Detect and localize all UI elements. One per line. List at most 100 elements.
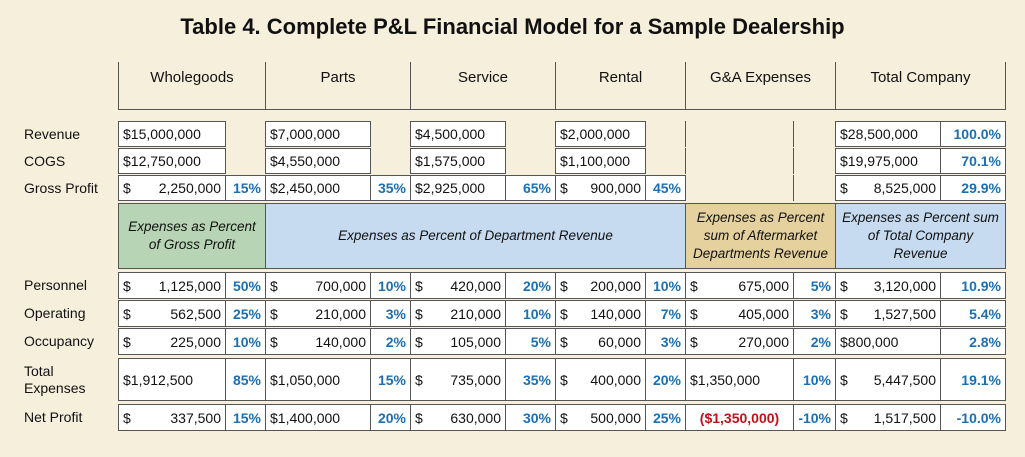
percent-cell: 30% bbox=[505, 404, 556, 431]
column-header: G&A Expenses bbox=[685, 62, 836, 110]
percent-cell: 10% bbox=[793, 358, 836, 401]
empty-cell bbox=[505, 148, 556, 174]
percent-cell: 15% bbox=[225, 175, 266, 201]
percent-cell: 2% bbox=[793, 328, 836, 355]
empty-cell bbox=[793, 175, 836, 201]
value-cell: $ 900,000 bbox=[555, 175, 646, 201]
percent-cell: 10% bbox=[505, 300, 556, 327]
value-text: $1,912,500 bbox=[123, 371, 194, 388]
value-cell: $2,450,000 bbox=[265, 175, 371, 201]
value-text: $ 405,000 bbox=[690, 305, 789, 322]
value-cell: $ 337,500 bbox=[118, 404, 226, 431]
value-text: $ 1,527,500 bbox=[840, 305, 936, 322]
percent-cell: 10.9% bbox=[940, 272, 1006, 299]
empty-cell bbox=[685, 148, 794, 174]
value-text: $2,450,000 bbox=[270, 180, 341, 196]
value-text: $ 1,517,500 bbox=[840, 409, 936, 426]
value-cell: $ 400,000 bbox=[555, 358, 646, 401]
percent-cell: 2.8% bbox=[940, 328, 1006, 355]
percent-cell: -10% bbox=[793, 404, 836, 431]
percent-cell: 3% bbox=[645, 328, 686, 355]
value-text: $ 200,000 bbox=[560, 277, 641, 294]
empty-cell bbox=[225, 148, 266, 174]
percent-cell: 45% bbox=[645, 175, 686, 201]
value-text: $ 630,000 bbox=[415, 409, 501, 426]
column-header: Parts bbox=[265, 62, 411, 110]
value-text: $ 2,250,000 bbox=[123, 180, 221, 196]
value-text: $ 1,125,000 bbox=[123, 277, 221, 294]
value-cell: $ 140,000 bbox=[555, 300, 646, 327]
value-cell: $28,500,000 bbox=[835, 121, 941, 147]
percent-cell: 20% bbox=[370, 404, 411, 431]
percent-cell: 2% bbox=[370, 328, 411, 355]
value-cell: $ 500,000 bbox=[555, 404, 646, 431]
value-cell: $ 675,000 bbox=[685, 272, 794, 299]
percent-cell: 10% bbox=[645, 272, 686, 299]
value-cell: $1,050,000 bbox=[265, 358, 371, 401]
column-header: Rental bbox=[555, 62, 686, 110]
value-cell: $ 5,447,500 bbox=[835, 358, 941, 401]
row-label: Net Profit bbox=[24, 409, 83, 425]
percent-cell: 15% bbox=[370, 358, 411, 401]
value-text: $ 500,000 bbox=[560, 409, 641, 426]
value-text: $1,400,000 bbox=[270, 409, 341, 426]
empty-cell bbox=[370, 121, 411, 147]
column-header: Wholegoods bbox=[118, 62, 266, 110]
band-cell: Expenses as Percent of Gross Profit bbox=[118, 203, 266, 269]
value-cell: $1,575,000 bbox=[410, 148, 506, 174]
value-text: $ 900,000 bbox=[560, 180, 641, 196]
percent-cell: 5.4% bbox=[940, 300, 1006, 327]
value-cell: $2,925,000 bbox=[410, 175, 506, 201]
value-text: $ 225,000 bbox=[123, 333, 221, 350]
band-cell: Expenses as Percent sum of Total Company… bbox=[835, 203, 1006, 269]
percent-cell: 5% bbox=[793, 272, 836, 299]
value-cell: $ 60,000 bbox=[555, 328, 646, 355]
value-cell: $15,000,000 bbox=[118, 121, 226, 147]
value-cell: $19,975,000 bbox=[835, 148, 941, 174]
percent-cell: 3% bbox=[370, 300, 411, 327]
value-cell: $7,000,000 bbox=[265, 121, 371, 147]
value-text: $ 3,120,000 bbox=[840, 277, 936, 294]
value-text: $1,100,000 bbox=[560, 153, 631, 169]
value-cell: $ 8,525,000 bbox=[835, 175, 941, 201]
value-cell: $ 2,250,000 bbox=[118, 175, 226, 201]
value-text: $2,000,000 bbox=[560, 126, 631, 142]
row-label: Personnel bbox=[24, 277, 88, 293]
value-text: $ 210,000 bbox=[270, 305, 366, 322]
value-text: $ 675,000 bbox=[690, 277, 789, 294]
row-label: Total Expenses bbox=[24, 362, 86, 396]
row-label: Gross Profit bbox=[24, 179, 98, 196]
empty-cell bbox=[225, 121, 266, 147]
value-cell: $ 420,000 bbox=[410, 272, 506, 299]
row-label: Revenue bbox=[24, 125, 81, 142]
empty-cell bbox=[793, 148, 836, 174]
value-text: $ 140,000 bbox=[560, 305, 641, 322]
value-cell: $ 105,000 bbox=[410, 328, 506, 355]
value-text: $800,000 bbox=[840, 333, 899, 350]
value-cell: $ 3,120,000 bbox=[835, 272, 941, 299]
value-cell: $ 270,000 bbox=[685, 328, 794, 355]
percent-cell: 3% bbox=[793, 300, 836, 327]
row-label: COGS bbox=[24, 152, 66, 169]
value-text: $ 105,000 bbox=[415, 333, 501, 350]
value-cell: $12,750,000 bbox=[118, 148, 226, 174]
value-text: $ 420,000 bbox=[415, 277, 501, 294]
value-text: $ 210,000 bbox=[415, 305, 501, 322]
value-text: $1,575,000 bbox=[415, 153, 486, 169]
percent-cell: 35% bbox=[505, 358, 556, 401]
value-cell: $4,500,000 bbox=[410, 121, 506, 147]
value-text: $ 60,000 bbox=[560, 333, 641, 350]
empty-cell bbox=[370, 148, 411, 174]
title: Table 4. Complete P&L Financial Model fo… bbox=[180, 14, 845, 39]
percent-cell: 35% bbox=[370, 175, 411, 201]
empty-cell bbox=[505, 121, 556, 147]
value-cell: $2,000,000 bbox=[555, 121, 646, 147]
percent-cell: 20% bbox=[645, 358, 686, 401]
percent-cell: 65% bbox=[505, 175, 556, 201]
percent-cell: 10% bbox=[225, 328, 266, 355]
value-text: $ 562,500 bbox=[123, 305, 221, 322]
value-text: $7,000,000 bbox=[270, 126, 341, 142]
band-cell: Expenses as Percent of Department Revenu… bbox=[265, 203, 686, 269]
percent-cell: 10% bbox=[370, 272, 411, 299]
value-text: $ 140,000 bbox=[270, 333, 366, 350]
